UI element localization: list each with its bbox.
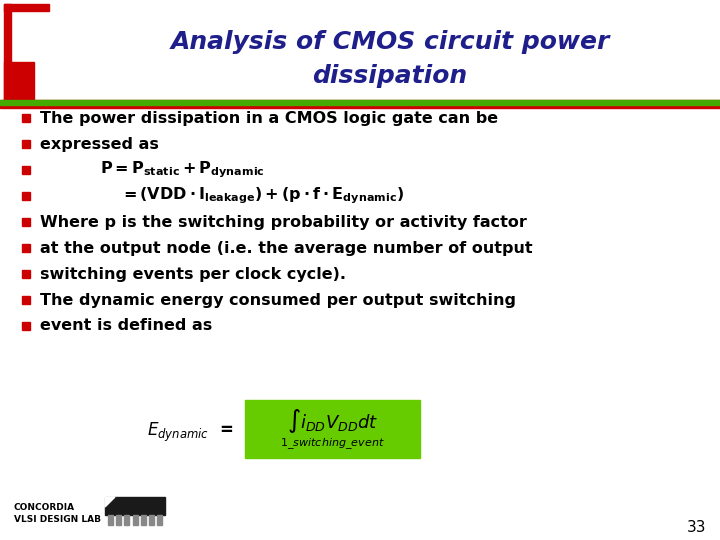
Bar bbox=[157, 515, 162, 525]
Text: Analysis of CMOS circuit power: Analysis of CMOS circuit power bbox=[171, 30, 610, 54]
Bar bbox=[108, 515, 113, 525]
Bar bbox=[0, 100, 720, 108]
Bar bbox=[125, 515, 130, 525]
Text: The power dissipation in a CMOS logic gate can be: The power dissipation in a CMOS logic ga… bbox=[40, 111, 498, 125]
Text: The dynamic energy consumed per output switching: The dynamic energy consumed per output s… bbox=[40, 293, 516, 307]
Bar bbox=[22, 322, 30, 330]
Bar bbox=[116, 515, 121, 525]
Bar bbox=[140, 515, 145, 525]
Polygon shape bbox=[105, 497, 115, 507]
Text: dissipation: dissipation bbox=[312, 64, 467, 88]
Text: switching events per clock cycle).: switching events per clock cycle). bbox=[40, 267, 346, 281]
Text: VLSI DESIGN LAB: VLSI DESIGN LAB bbox=[14, 515, 101, 523]
Text: $\mathbf{= (VDD \cdot I_{leakage}) + (p \cdot f \cdot E_{dynamic})}$: $\mathbf{= (VDD \cdot I_{leakage}) + (p … bbox=[120, 186, 404, 206]
Bar bbox=[4, 4, 49, 11]
Bar bbox=[22, 296, 30, 304]
Bar bbox=[132, 515, 138, 525]
Bar bbox=[22, 166, 30, 174]
Text: $E_{dynamic}$  =: $E_{dynamic}$ = bbox=[147, 420, 233, 443]
Bar bbox=[105, 497, 165, 515]
Bar bbox=[22, 244, 30, 252]
Text: 33: 33 bbox=[686, 519, 706, 535]
Text: $\int i_{DD}V_{DD}dt$: $\int i_{DD}V_{DD}dt$ bbox=[287, 407, 378, 435]
Bar bbox=[22, 140, 30, 148]
Text: at the output node (i.e. the average number of output: at the output node (i.e. the average num… bbox=[40, 240, 533, 255]
Bar bbox=[245, 400, 420, 458]
Text: $\mathbf{P = P_{static} + P_{dynamic}}$: $\mathbf{P = P_{static} + P_{dynamic}}$ bbox=[100, 160, 265, 180]
Bar bbox=[4, 62, 34, 104]
Text: $1\_switching\_event$: $1\_switching\_event$ bbox=[280, 437, 385, 451]
Bar bbox=[0, 100, 720, 105]
Bar bbox=[4, 4, 11, 104]
Bar bbox=[22, 192, 30, 200]
Bar bbox=[22, 218, 30, 226]
Bar bbox=[149, 515, 154, 525]
Bar bbox=[22, 270, 30, 278]
Text: Where p is the switching probability or activity factor: Where p is the switching probability or … bbox=[40, 214, 527, 230]
Text: CONCORDIA: CONCORDIA bbox=[14, 503, 75, 511]
Text: expressed as: expressed as bbox=[40, 137, 159, 152]
Text: event is defined as: event is defined as bbox=[40, 319, 212, 334]
Bar bbox=[22, 114, 30, 122]
